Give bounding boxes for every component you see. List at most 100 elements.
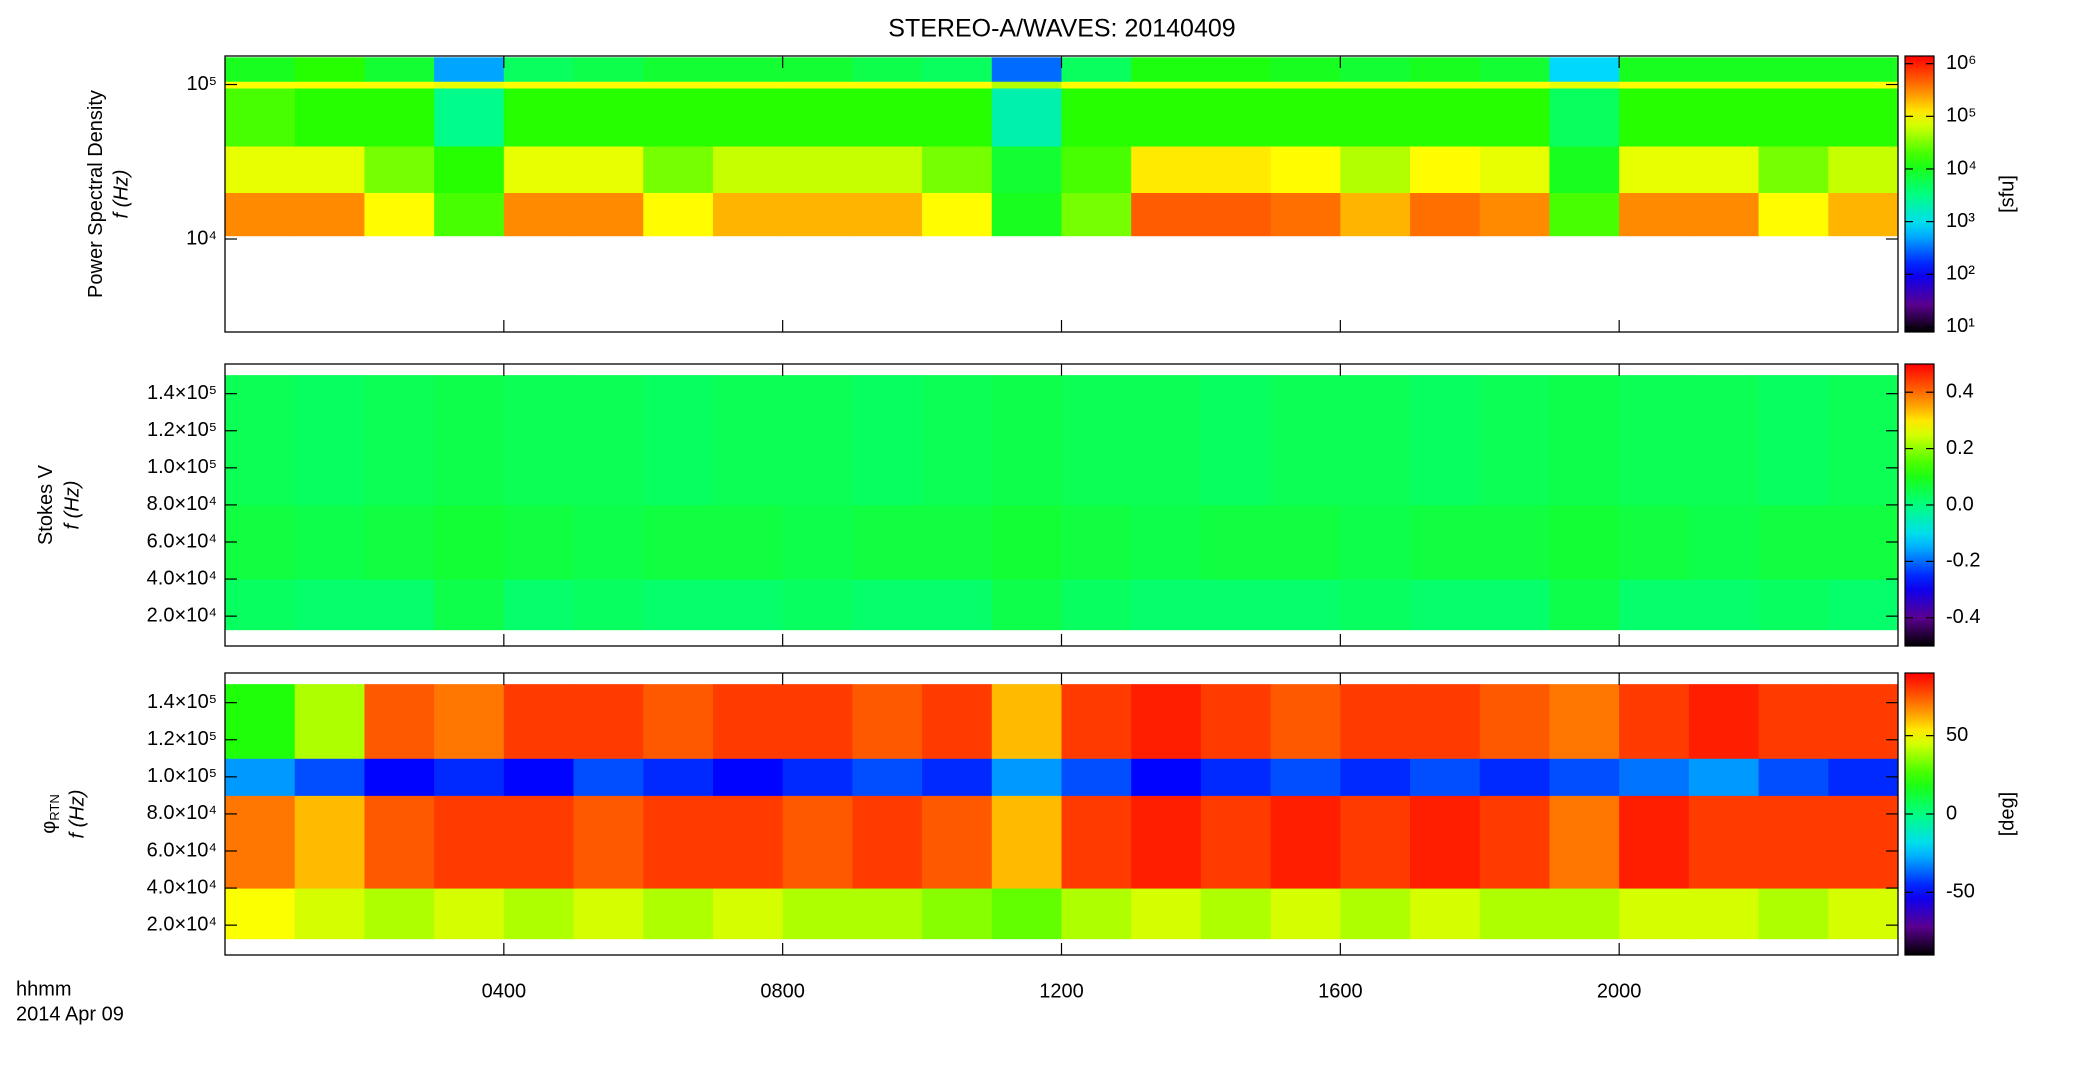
cell xyxy=(1410,579,1481,631)
cell xyxy=(1619,192,1690,237)
cell xyxy=(1131,57,1202,82)
cell xyxy=(1270,375,1341,506)
y-tick-label: 1.0×10⁵ xyxy=(147,765,217,787)
cell xyxy=(1828,684,1899,759)
cell xyxy=(991,579,1062,631)
x-tick-label: 0400 xyxy=(482,980,527,1002)
cell xyxy=(1619,504,1690,580)
y-tick-label: 4.0×10⁴ xyxy=(147,567,217,589)
cell xyxy=(712,87,784,147)
date-label: 2014 Apr 09 xyxy=(16,1003,124,1025)
cell xyxy=(1479,192,1550,237)
cell xyxy=(1270,145,1341,193)
y-axis-label: φRTN xyxy=(38,794,62,833)
cell xyxy=(1619,375,1690,506)
cell xyxy=(1340,579,1411,631)
cell xyxy=(1619,57,1690,82)
colorbar xyxy=(1904,55,1935,333)
cell xyxy=(991,504,1062,580)
cell xyxy=(712,758,784,796)
cell xyxy=(852,375,923,506)
cell xyxy=(1061,758,1132,796)
cell xyxy=(643,888,714,940)
cell xyxy=(922,57,993,82)
cell xyxy=(1340,192,1411,237)
y-tick-label: 1.4×10⁵ xyxy=(147,382,217,404)
cell xyxy=(1549,145,1620,193)
y-axis-label: Power Spectral Density xyxy=(85,90,107,298)
cell xyxy=(1200,192,1272,237)
cell xyxy=(1479,758,1550,796)
cell xyxy=(643,795,714,889)
cell xyxy=(1410,375,1481,506)
cell xyxy=(1131,145,1202,193)
cell xyxy=(1131,504,1202,580)
cell xyxy=(922,888,993,940)
cell xyxy=(1270,81,1341,89)
y-axis-label-text: φ xyxy=(38,821,60,834)
cell xyxy=(991,684,1062,759)
cell xyxy=(1340,795,1411,889)
colorbar-tick-label: -50 xyxy=(1946,881,1975,903)
cell xyxy=(434,758,505,796)
cell xyxy=(1758,57,1829,82)
cell xyxy=(1061,888,1132,940)
cell xyxy=(1410,888,1481,940)
cell xyxy=(852,504,923,580)
cell xyxy=(1270,795,1341,889)
cell xyxy=(1131,192,1202,237)
cell xyxy=(364,87,435,147)
cell xyxy=(294,684,365,759)
cell xyxy=(1061,145,1132,193)
cell xyxy=(573,375,644,506)
cell xyxy=(573,81,644,89)
cell xyxy=(1410,87,1481,147)
cell xyxy=(364,758,435,796)
y-tick-label: 10⁴ xyxy=(186,227,217,249)
cell xyxy=(712,684,784,759)
cell xyxy=(1131,375,1202,506)
cell xyxy=(1410,81,1481,89)
cell xyxy=(782,57,853,82)
cell xyxy=(643,192,714,237)
cell xyxy=(294,758,365,796)
cell xyxy=(1131,888,1202,940)
cell xyxy=(991,81,1062,89)
colorbar-label: [deg] xyxy=(1996,792,2018,836)
cell xyxy=(712,375,784,506)
cell xyxy=(1828,81,1899,89)
cell xyxy=(782,684,853,759)
cell xyxy=(434,145,505,193)
cell xyxy=(1340,684,1411,759)
cell xyxy=(1758,375,1829,506)
cell xyxy=(991,192,1062,237)
chart-title: STEREO-A/WAVES: 20140409 xyxy=(888,15,1235,43)
cell xyxy=(922,192,993,237)
cell xyxy=(1200,684,1272,759)
cell xyxy=(712,145,784,193)
cell xyxy=(573,795,644,889)
cell xyxy=(1619,87,1690,147)
y-tick-label: 4.0×10⁴ xyxy=(147,876,217,898)
cell xyxy=(1131,684,1202,759)
cell xyxy=(1549,758,1620,796)
cell xyxy=(712,888,784,940)
x-tick-label: 0800 xyxy=(760,980,805,1002)
cell xyxy=(364,57,435,82)
cell xyxy=(225,888,296,940)
cell xyxy=(1340,87,1411,147)
cell xyxy=(1619,888,1690,940)
cell xyxy=(852,684,923,759)
cell xyxy=(1619,579,1690,631)
cell xyxy=(364,888,435,940)
cell xyxy=(1549,375,1620,506)
cell xyxy=(1479,87,1550,147)
cell xyxy=(1270,888,1341,940)
cell xyxy=(1410,504,1481,580)
cell xyxy=(643,81,714,89)
cell xyxy=(573,504,644,580)
cell xyxy=(1131,81,1202,89)
cell xyxy=(503,81,575,89)
colorbar-tick-label: 0.4 xyxy=(1946,380,1974,402)
cell xyxy=(294,192,365,237)
